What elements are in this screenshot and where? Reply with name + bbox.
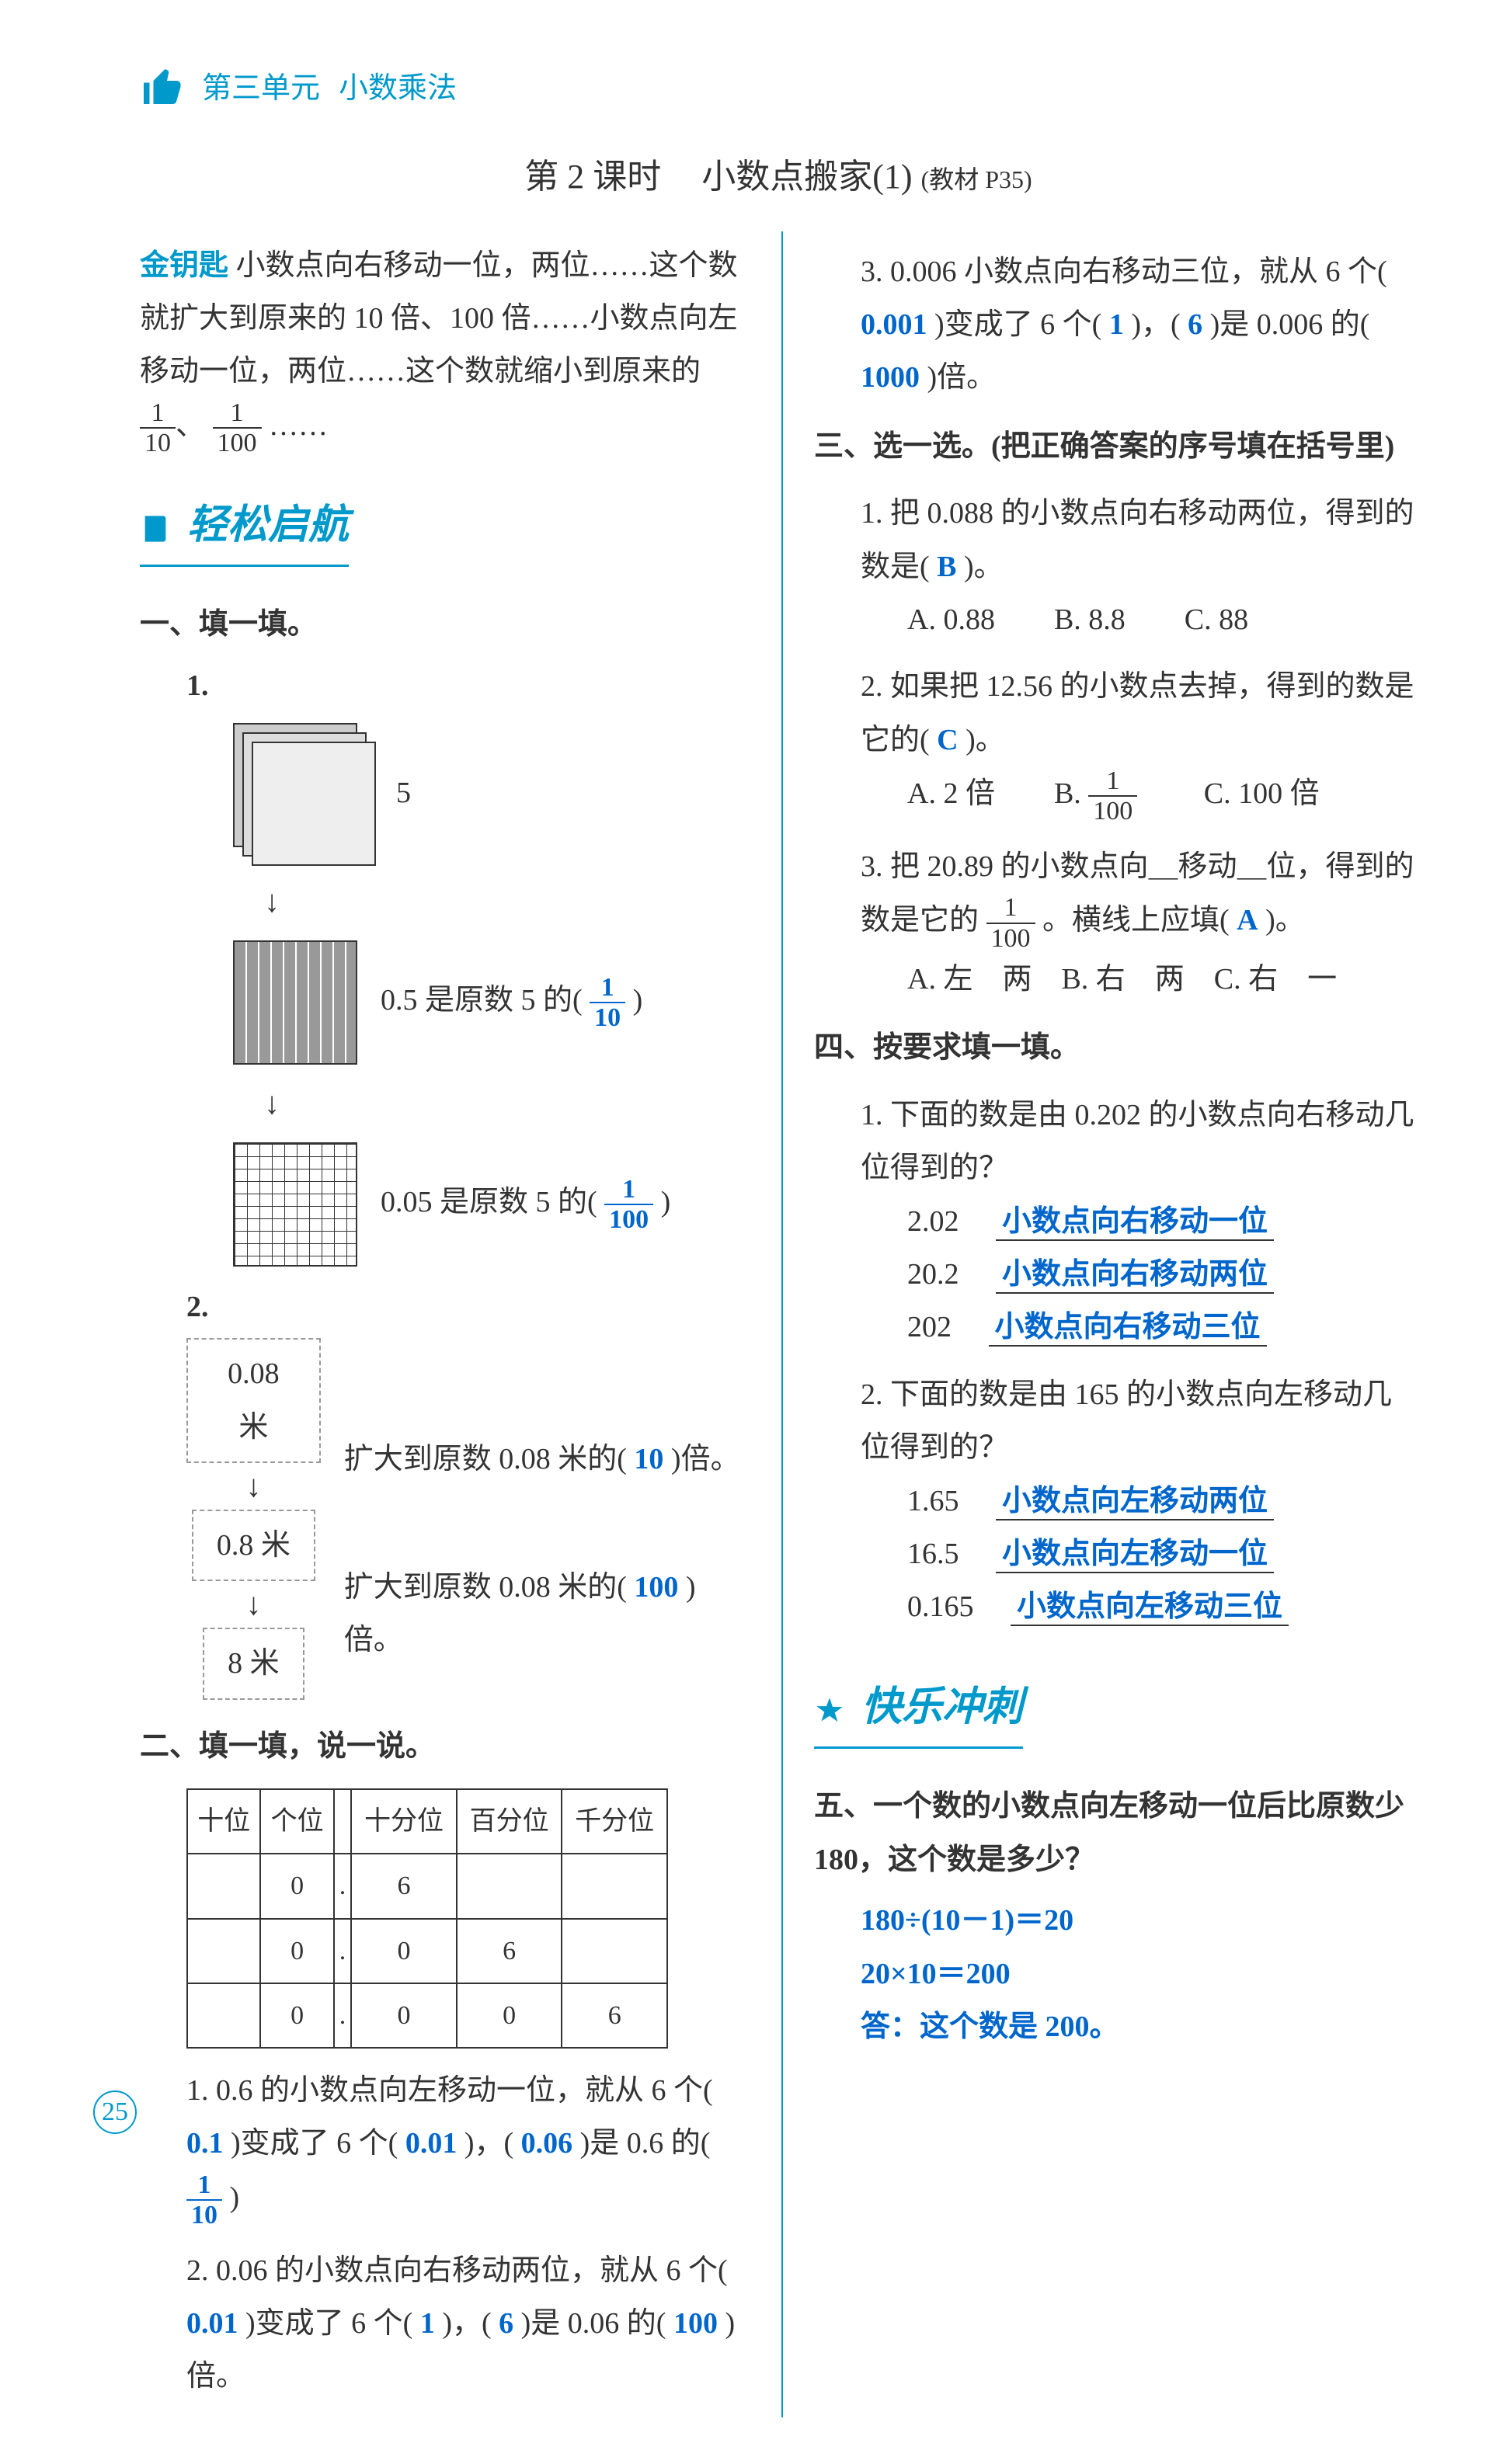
fig-0-5: 0.5 是原数 5 的( 110 ) [233,940,743,1065]
dots: …… [269,409,328,442]
q3-3-options: A. 左 两 B. 右 两 C. 右 一 [861,953,1417,1006]
q2-2: 2. 0.06 的小数点向右移动两位，就从 6 个( 0.01 )变成了 6 个… [140,2244,743,2403]
q3-3: 3. 把 20.89 的小数点向＿移动＿位，得到的数是它的 1100 。横线上应… [814,840,1417,1006]
q5-line1: 180÷(10－1)＝20 [814,1894,1417,1947]
label-5: 5 [396,766,411,819]
page-number: 25 [93,2090,137,2134]
heading-3: 三、选一选。(把正确答案的序号填在括号里) [814,420,1417,473]
q3-2: 2. 如果把 12.56 的小数点去掉，得到的数是它的( C )。 A. 2 倍… [814,660,1417,826]
q5-line2: 20×10＝200 [814,1948,1417,2000]
page: 第三单元 小数乘法 第 2 课时 小数点搬家(1) (教材 P35) 金钥匙 小… [0,0,1510,2464]
book-icon [140,513,171,544]
right-column: 3. 0.006 小数点向右移动三位，就从 6 个( 0.001 )变成了 6 … [781,231,1417,2417]
q4-2: 2. 下面的数是由 165 的小数点向左移动几位得到的？ 1.65 小数点向左移… [814,1368,1417,1634]
heading-1: 一、填一填。 [140,598,743,651]
unit-header: 第三单元 小数乘法 [140,62,1417,115]
heading-4: 四、按要求填一填。 [814,1021,1417,1074]
ans-100x: 100 [634,1571,678,1604]
golden-key: 金钥匙 小数点向右移动一位，两位……这个数就扩大到原来的 10 倍、100 倍…… [140,239,743,458]
frac-1-100: 1100 [213,398,262,458]
lesson-prefix: 第 2 课时 [524,158,661,196]
star-icon [814,1695,845,1726]
ans-1-100: 1100 [604,1175,653,1235]
ans-10x: 10 [634,1443,663,1475]
q4-1: 1. 下面的数是由 0.202 的小数点向右移动几位得到的？ 2.02 小数点向… [814,1089,1417,1354]
q2-1: 1. 0.6 的小数点向左移动一位，就从 6 个( 0.1 )变成了 6 个( … [140,2064,743,2230]
section-b-title: 快乐冲刺 [814,1671,1023,1750]
left-column: 金钥匙 小数点向右移动一位，两位……这个数就扩大到原来的 10 倍、100 倍…… [140,231,743,2417]
unit-label: 第三单元 [202,62,320,115]
box-8: 8 米 [203,1628,304,1699]
heading-2: 二、填一填，说一说。 [140,1720,743,1773]
box-008: 0.08 米 [186,1338,321,1463]
ans-1-10: 110 [590,973,625,1033]
frac-1-10: 110 [140,398,176,458]
lesson-title: 第 2 课时 小数点搬家(1) (教材 P35) [140,146,1417,207]
fig-0-05: 0.05 是原数 5 的( 1100 ) [233,1142,743,1267]
key-label: 金钥匙 [140,249,228,282]
q2-3: 3. 0.006 小数点向右移动三位，就从 6 个( 0.001 )变成了 6 … [814,245,1417,405]
key-text: 小数点向右移动一位，两位……这个数就扩大到原来的 10 倍、100 倍……小数点… [140,249,738,388]
lesson-ref: (教材 P35) [921,165,1032,193]
q3-1-options: A. 0.88 B. 8.8 C. 88 [861,593,1417,646]
q1-1: 1. 5 ↓ 0.5 是原数 5 的( 110 ) [140,659,743,1267]
place-value-table: 十位 个位 十分位 百分位 千分位 0.6 0.06 0.006 [186,1788,668,2049]
q3-1: 1. 把 0.088 的小数点向右移动两位，得到的数是( B )。 A. 0.8… [814,487,1417,646]
box-08: 0.8 米 [192,1510,315,1581]
section-a-title: 轻松启航 [140,489,349,568]
q3-2-options: A. 2 倍 B. 1100 C. 100 倍 [861,766,1417,826]
q1-2: 2. 0.08 米 ↓ 0.8 米 ↓ 8 米 扩大到原数 0.08 米的( 1… [140,1281,743,1705]
content-columns: 金钥匙 小数点向右移动一位，两位……这个数就扩大到原来的 10 倍、100 倍…… [140,231,1417,2417]
q5-line3: 答：这个数是 200。 [814,2000,1417,2053]
lesson-name: 小数点搬家(1) [701,158,912,196]
fig-5: 5 [233,723,743,863]
heading-5: 五、一个数的小数点向左移动一位后比原数少 180，这个数是多少？ [814,1780,1417,1886]
topic-label: 小数乘法 [339,62,457,115]
thumbs-up-icon [140,65,186,112]
